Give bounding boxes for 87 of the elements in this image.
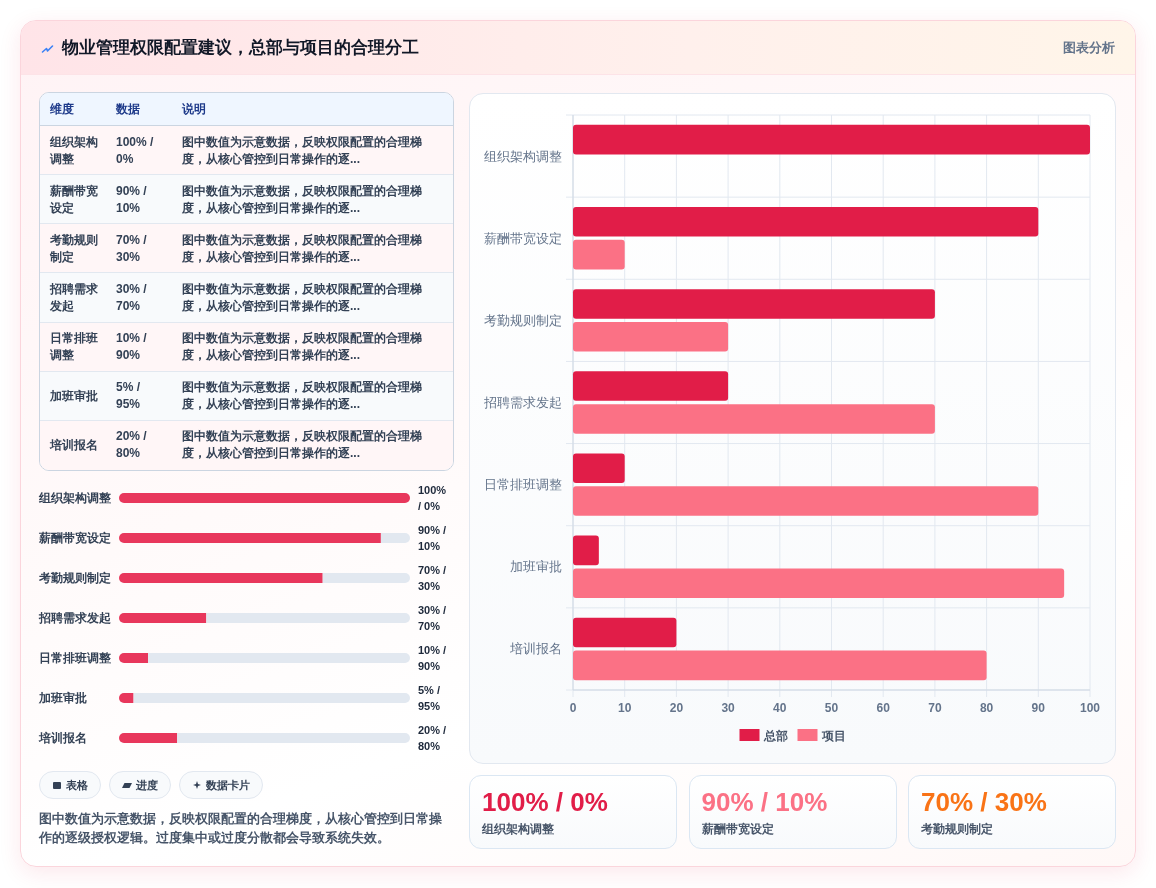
bar	[573, 404, 935, 434]
x-tick-label: 100	[1079, 701, 1101, 715]
data-label: 10% / 90%	[418, 643, 448, 674]
y-tick-label: 日常排班调整	[39, 650, 111, 667]
bar	[573, 207, 1039, 237]
text: 图中数值为示意数据，反映权限配置的合理梯度，从核心管控到日常操作的逐...	[182, 330, 423, 365]
data-label: 90% / 10%	[418, 523, 448, 554]
text: 图中数值为示意数据，反映权限配置的合理梯度，从核心管控到日常操作的逐...	[182, 428, 423, 463]
y-tick-label: 招聘需求发起	[39, 610, 111, 627]
bar	[573, 124, 1090, 155]
text: 90% / 10%	[701, 786, 828, 818]
text: 数据卡片	[206, 777, 250, 793]
text: 5% / 95%	[116, 379, 142, 414]
x-tick-label: 70	[928, 701, 942, 715]
text: 图中数值为示意数据，反映权限配置的合理梯度，从核心管控到日常操作的逐...	[182, 379, 423, 414]
bar	[119, 613, 207, 623]
text: 数据	[116, 101, 140, 118]
x-tick-label: 60	[876, 701, 891, 715]
data-label: 20% / 80%	[418, 723, 448, 754]
bar	[573, 289, 935, 319]
text: 100% / 0%	[482, 786, 608, 818]
x-tick-label: 0	[569, 701, 577, 715]
y-tick-label: 加班审批	[39, 690, 87, 707]
bar	[119, 733, 178, 743]
text: 图表分析	[1063, 39, 1115, 57]
text: 表格	[66, 777, 88, 793]
y-tick-label: 培训报名	[39, 730, 87, 747]
category-label: 薪酬带宽设定	[701, 821, 774, 838]
text: 10% / 90%	[116, 330, 148, 365]
y-tick-label: 薪酬带宽设定	[484, 230, 562, 246]
bar	[119, 493, 410, 503]
bar	[573, 239, 625, 270]
data-label: 70% / 30%	[418, 563, 448, 594]
text: 图中数值为示意数据，反映权限配置的合理梯度，从核心管控到日常操作的逐...	[182, 182, 423, 217]
text: 图中数值为示意数据，反映权限配置的合理梯度，从核心管控到日常操作的逐级授权逻辑。过度集中或过度分散都会导致系统失效。	[39, 810, 443, 847]
text: 图中数值为示意数据，反映权限配置的合理梯度，从核心管控到日常操作的逐...	[182, 231, 423, 266]
text: 说明	[182, 101, 206, 118]
y-tick-label: 组织架构调整	[39, 490, 111, 507]
bar	[573, 486, 1039, 516]
data-label: 5% / 95%	[418, 683, 442, 714]
y-tick-label: 考勤规则制定	[484, 312, 562, 328]
text: 100% / 0%	[116, 133, 155, 168]
text: 进度	[136, 777, 158, 793]
bar	[573, 535, 599, 566]
bar	[177, 733, 410, 743]
text: 图中数值为示意数据，反映权限配置的合理梯度，从核心管控到日常操作的逐...	[182, 133, 423, 168]
bar	[573, 371, 729, 401]
x-tick-label: 10	[618, 701, 632, 715]
bar	[573, 650, 987, 681]
bar	[119, 653, 149, 663]
bar	[133, 693, 410, 703]
bar	[119, 533, 381, 543]
text: 物业管理权限配置建议，总部与项目的合理分工	[62, 37, 419, 59]
bar	[380, 533, 410, 543]
bar	[573, 322, 729, 352]
text: 90% / 10%	[116, 182, 148, 217]
bar	[573, 453, 625, 483]
bar	[119, 573, 323, 583]
x-tick-label: 30	[721, 701, 736, 715]
x-tick-label: 40	[773, 701, 787, 715]
bar	[148, 653, 410, 663]
x-tick-label: 50	[824, 701, 839, 715]
text: 30% / 70%	[116, 281, 148, 315]
y-tick-label: 考勤规则制定	[39, 570, 111, 587]
text: 70% / 30%	[116, 231, 148, 266]
x-tick-label: 90	[1031, 701, 1046, 715]
y-tick-label: 组织架构调整	[484, 148, 562, 164]
bar	[206, 613, 410, 623]
y-tick-label: 日常排班调整	[484, 477, 562, 493]
text: 图中数值为示意数据，反映权限配置的合理梯度，从核心管控到日常操作的逐...	[182, 281, 423, 315]
bar	[322, 573, 410, 583]
y-tick-label: 薪酬带宽设定	[39, 530, 111, 547]
y-tick-label: 加班审批	[510, 559, 562, 575]
text: 70% / 30%	[921, 786, 1047, 818]
text: 20% / 80%	[116, 428, 148, 463]
data-label: 100% / 0%	[418, 483, 448, 514]
x-tick-label: 20	[669, 701, 684, 715]
legend-label: 项目	[820, 728, 846, 743]
data-label: 30% / 70%	[418, 603, 448, 634]
y-tick-label: 培训报名	[509, 641, 562, 657]
category-label: 考勤规则制定	[921, 821, 993, 838]
y-tick-label: 招聘需求发起	[483, 395, 562, 410]
bar	[573, 568, 1065, 598]
text: 维度	[50, 101, 74, 118]
bar	[573, 617, 677, 648]
x-tick-label: 80	[979, 701, 994, 715]
legend-label: 总部	[762, 728, 788, 743]
